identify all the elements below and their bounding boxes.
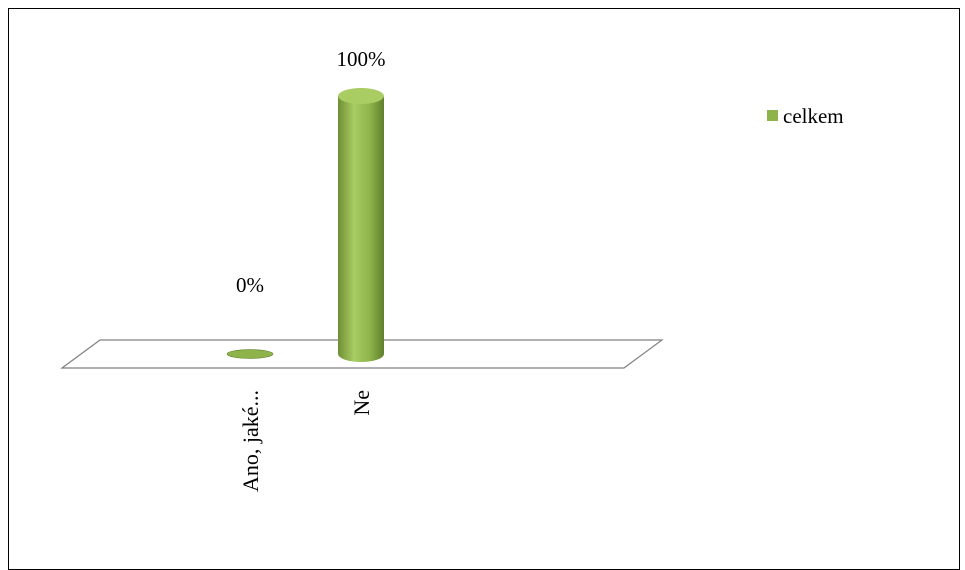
bar-2 <box>338 88 384 362</box>
data-label-1: 0% <box>236 273 264 297</box>
bar-1 <box>226 349 274 359</box>
data-label-2: 100% <box>337 47 386 71</box>
data-labels-layer: 0% 100% <box>236 47 386 297</box>
bars-layer <box>226 88 384 362</box>
bar-disc <box>226 349 274 359</box>
category-label-2: Ne <box>349 390 374 416</box>
chart-frame <box>8 8 960 570</box>
bar-top-cap <box>338 88 384 104</box>
category-label-1: Ano, jaké... <box>238 390 263 492</box>
legend: celkem <box>767 104 844 128</box>
bar-body <box>338 96 384 362</box>
category-labels-layer: Ano, jaké... Ne <box>238 390 374 492</box>
legend-label: celkem <box>783 104 844 128</box>
legend-swatch <box>767 110 778 121</box>
